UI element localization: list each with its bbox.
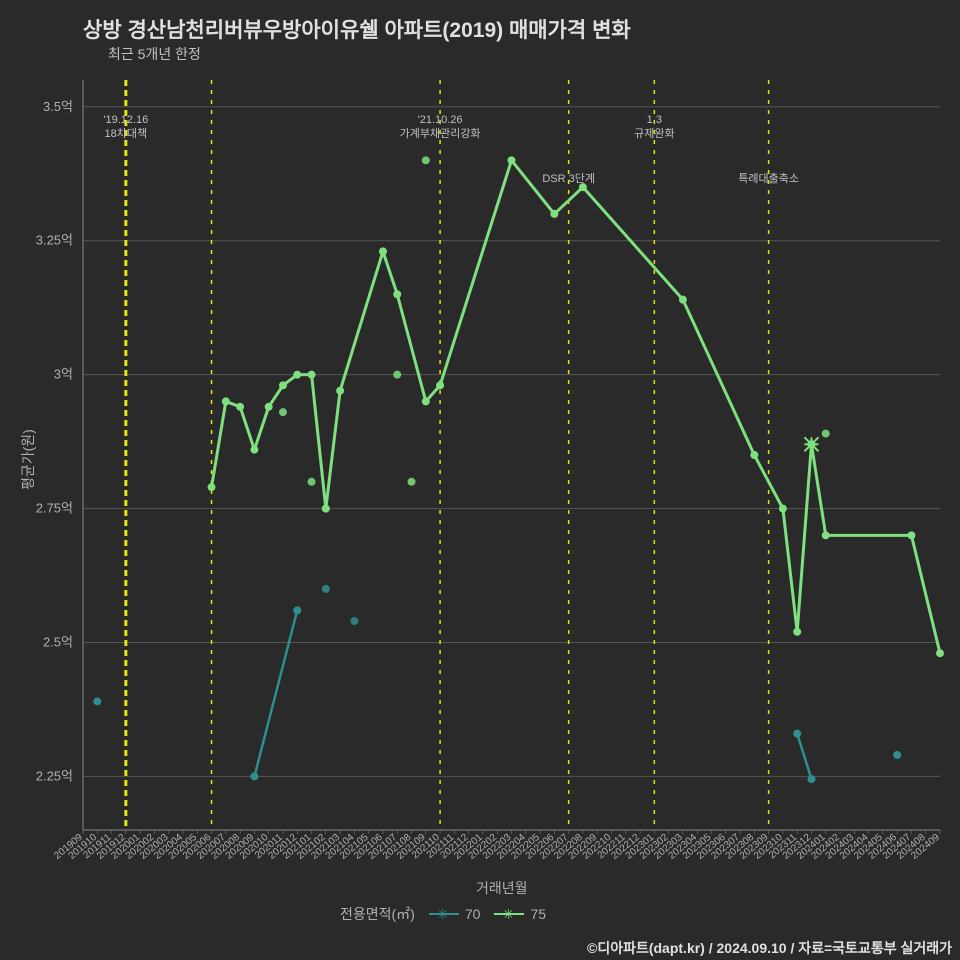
legend-marker-75: ✳ [494, 907, 524, 921]
legend-item-75: ✳ 75 [494, 906, 546, 922]
credit-line: ©디아파트(dapt.kr) / 2024.09.10 / 자료=국토교통부 실… [587, 938, 952, 958]
legend-label-70: 70 [465, 906, 481, 922]
x-axis-label: 거래년월 [476, 878, 528, 898]
svg-text:2.25억: 2.25억 [36, 768, 73, 783]
chart-subtitle: 최근 5개년 한정 [108, 44, 201, 64]
svg-text:18차대책: 18차대책 [105, 127, 148, 140]
svg-text:3.25억: 3.25억 [36, 233, 73, 248]
legend-label-75: 75 [530, 906, 546, 922]
legend-marker-70: ✳ [429, 907, 459, 921]
svg-text:2.75억: 2.75억 [36, 501, 73, 516]
legend-item-70: ✳ 70 [429, 906, 481, 922]
legend-title: 전용면적(㎡) [340, 904, 415, 924]
svg-text:가계부채관리강화: 가계부채관리강화 [400, 127, 481, 140]
svg-text:DSR 3단계: DSR 3단계 [542, 172, 595, 185]
svg-text:1.3: 1.3 [647, 114, 662, 126]
chart-svg: 2.25억2.5억2.75억3억3.25억3.5억201909201910201… [0, 0, 960, 960]
svg-text:규제완화: 규제완화 [634, 127, 674, 140]
svg-text:'21.10.26: '21.10.26 [418, 114, 463, 126]
legend: 전용면적(㎡) ✳ 70 ✳ 75 [340, 904, 546, 924]
svg-text:'19.12.16: '19.12.16 [103, 114, 148, 126]
svg-text:3.5억: 3.5억 [43, 99, 73, 114]
svg-text:특례대출축소: 특례대출축소 [738, 172, 799, 185]
y-axis-label: 평균가(원) [18, 429, 38, 490]
chart-root: 2.25억2.5억2.75억3억3.25억3.5억201909201910201… [0, 0, 960, 960]
svg-text:3억: 3억 [54, 367, 73, 382]
chart-title: 상방 경산남천리버뷰우방아이유쉘 아파트(2019) 매매가격 변화 [83, 14, 631, 44]
svg-text:2.5억: 2.5억 [43, 635, 73, 650]
